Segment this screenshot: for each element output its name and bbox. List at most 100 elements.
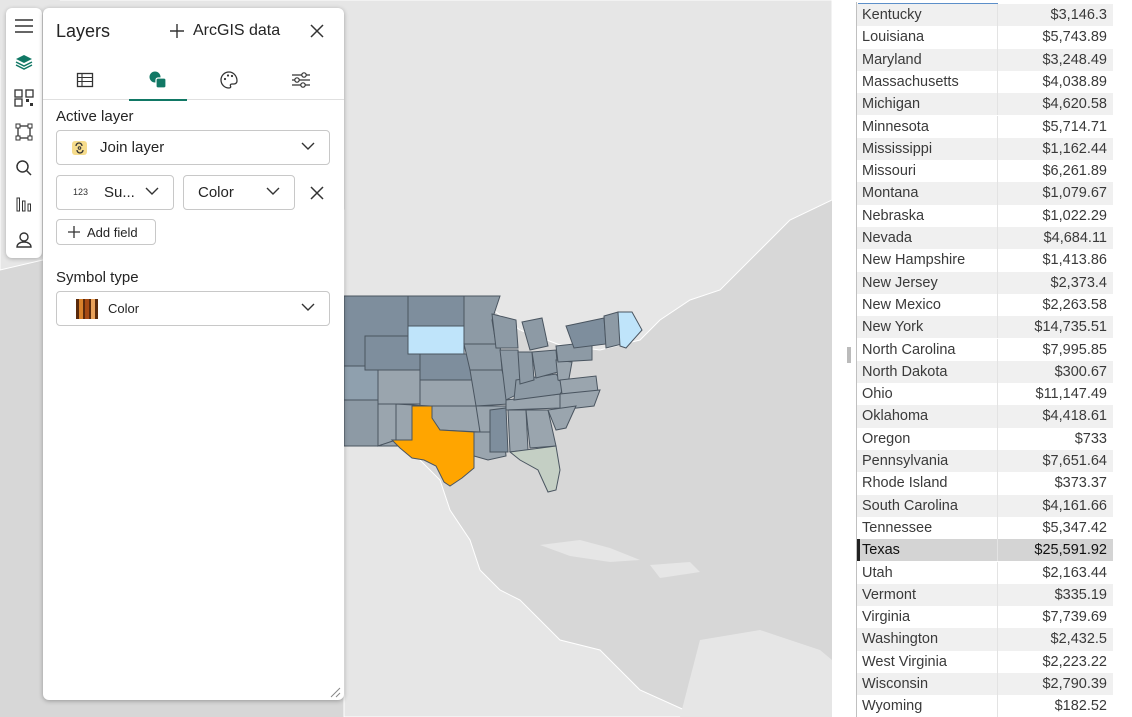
table-row[interactable]: Massachusetts $4,038.89	[857, 70, 1113, 94]
table-row[interactable]: Wyoming $182.52	[857, 695, 1113, 717]
menu-icon[interactable]	[12, 14, 36, 38]
table-row[interactable]: Virginia $7,739.69	[857, 606, 1113, 629]
tab-table[interactable]	[56, 60, 114, 100]
state-shape-west-2	[343, 365, 379, 401]
active-layer-value: Join layer	[100, 139, 165, 156]
column-separator	[997, 695, 998, 717]
state-cell: New Jersey	[862, 274, 938, 291]
table-row[interactable]: Washington $2,432.5	[857, 628, 1113, 651]
state-shape-michigan	[521, 317, 549, 351]
column-separator	[997, 516, 998, 540]
state-cell: Washington	[862, 631, 939, 648]
palette-icon	[220, 71, 238, 89]
select-area-icon[interactable]	[12, 120, 36, 144]
chevron-down-icon	[145, 187, 159, 195]
us-states-layer[interactable]	[343, 295, 643, 493]
state-cell: North Dakota	[862, 363, 948, 380]
table-row[interactable]: Oklahoma $4,418.61	[857, 405, 1113, 428]
tab-palette[interactable]	[200, 60, 258, 100]
table-row[interactable]: West Virginia $2,223.22	[857, 650, 1113, 673]
state-cell: Wisconsin	[862, 676, 929, 692]
value-cell: $3,248.49	[1042, 51, 1107, 68]
state-cell: Utah	[862, 564, 893, 581]
table-row[interactable]: New York $14,735.51	[857, 316, 1113, 339]
value-cell: $4,418.61	[1042, 408, 1107, 425]
join-layer-icon	[72, 141, 87, 155]
column-separator	[997, 494, 998, 517]
search-icon[interactable]	[12, 156, 36, 180]
table-row[interactable]: New Jersey $2,373.4	[857, 271, 1113, 294]
symbol-type-value: Color	[108, 301, 140, 316]
person-icon[interactable]	[12, 228, 36, 252]
table-row[interactable]: Wisconsin $2,790.39	[857, 673, 1113, 696]
column-separator	[997, 271, 998, 294]
state-cell: Nevada	[862, 230, 912, 246]
active-layer-dropdown[interactable]: Join layer	[56, 130, 330, 165]
value-cell: $733	[1074, 430, 1107, 447]
state-cell: Michigan	[862, 96, 921, 113]
table-row[interactable]: New Hampshire $1,413.86	[857, 249, 1113, 272]
table-row[interactable]: Rhode Island $373.37	[857, 472, 1113, 495]
state-cell: Missouri	[862, 163, 916, 180]
state-cell: Vermont	[862, 586, 916, 603]
table-row[interactable]: Maryland $3,248.49	[857, 48, 1113, 71]
table-row[interactable]: Texas $25,591.92	[857, 539, 1113, 562]
value-cell: $14,735.51	[1034, 319, 1107, 336]
state-cell: Maryland	[862, 51, 922, 68]
table-row[interactable]: Mississippi $1,162.44	[857, 137, 1113, 161]
value-cell: $25,591.92	[1034, 542, 1107, 559]
numeric-field-badge: 123	[73, 187, 89, 197]
table-row[interactable]: Oregon $733	[857, 427, 1113, 450]
value-cell: $2,373.4	[1050, 274, 1107, 291]
table-row[interactable]: South Carolina $4,161.66	[857, 494, 1113, 517]
state-cell: Ohio	[862, 386, 893, 403]
pane-splitter[interactable]	[846, 346, 852, 364]
add-field-button[interactable]: Add field	[56, 219, 156, 245]
style-dropdown[interactable]: Color	[183, 175, 295, 210]
state-cell: North Carolina	[862, 341, 956, 358]
resize-grip-icon[interactable]	[329, 685, 341, 698]
south-america-land	[680, 630, 832, 717]
table-row[interactable]: Missouri $6,261.89	[857, 160, 1113, 183]
table-row[interactable]: Vermont $335.19	[857, 583, 1113, 607]
table-row[interactable]: Nebraska $1,022.29	[857, 204, 1113, 227]
column-separator	[997, 427, 998, 450]
qr-icon[interactable]	[12, 86, 36, 110]
table-row[interactable]: Tennessee $5,347.42	[857, 516, 1113, 540]
table-row[interactable]: Michigan $4,620.58	[857, 93, 1113, 116]
value-cell: $4,620.58	[1042, 96, 1107, 113]
table-row[interactable]: North Carolina $7,995.85	[857, 338, 1113, 361]
state-cell: Louisiana	[862, 29, 925, 46]
mexico-land	[343, 439, 701, 717]
table-row[interactable]: Nevada $4,684.11	[857, 227, 1113, 250]
column-separator	[997, 673, 998, 696]
tab-layer-style[interactable]	[129, 60, 187, 101]
vertical-toolbar	[6, 8, 42, 258]
column-separator	[997, 70, 998, 94]
value-cell: $4,161.66	[1042, 497, 1107, 514]
tab-settings[interactable]	[272, 60, 330, 100]
column-separator	[997, 650, 998, 673]
field-dropdown[interactable]: 123 Su...	[56, 175, 174, 210]
table-row[interactable]: Utah $2,163.44	[857, 561, 1113, 584]
table-row[interactable]: Ohio $11,147.49	[857, 383, 1113, 406]
table-row[interactable]: Pennsylvania $7,651.64	[857, 450, 1113, 473]
value-cell: $7,739.69	[1042, 609, 1107, 626]
close-icon[interactable]	[306, 20, 328, 42]
table-row[interactable]: New Mexico $2,263.58	[857, 293, 1113, 317]
column-separator	[997, 249, 998, 272]
value-cell: $6,261.89	[1042, 163, 1107, 180]
color-ramp-icon	[76, 299, 98, 319]
table-row[interactable]: Montana $1,079.67	[857, 182, 1113, 205]
table-row[interactable]: Louisiana $5,743.89	[857, 26, 1113, 49]
table-row[interactable]: Kentucky $3,146.3	[857, 4, 1113, 27]
remove-field-icon[interactable]	[307, 183, 327, 203]
add-arcgis-data-label: ArcGIS data	[193, 22, 281, 39]
analytics-icon[interactable]	[12, 192, 36, 216]
table-row[interactable]: North Dakota $300.67	[857, 360, 1113, 384]
layers-icon[interactable]	[12, 50, 36, 74]
table-row[interactable]: Minnesota $5,714.71	[857, 115, 1113, 138]
symbol-type-dropdown[interactable]: Color	[56, 291, 330, 326]
data-table[interactable]: Kentucky $3,146.3 Louisiana $5,743.89 Maryla…	[856, 2, 1113, 717]
add-arcgis-data-button[interactable]: ArcGIS data	[169, 19, 280, 43]
